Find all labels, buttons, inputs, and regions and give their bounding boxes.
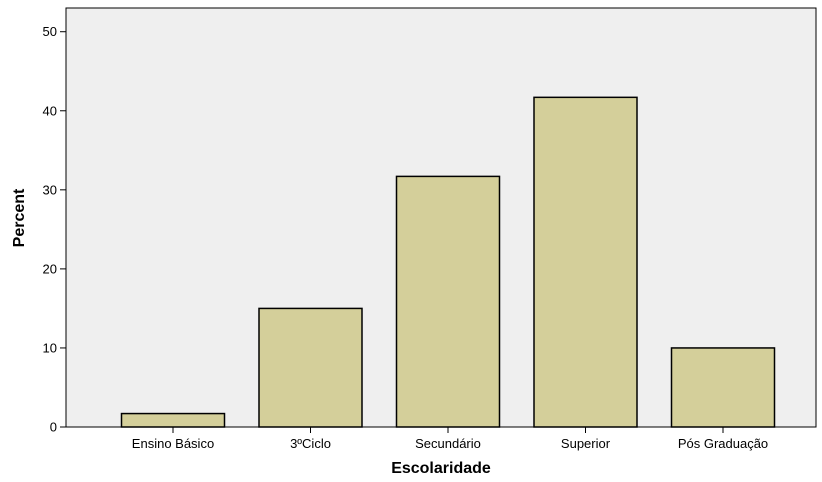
y-tick-label: 50 bbox=[43, 24, 57, 39]
y-tick-label: 0 bbox=[50, 420, 57, 435]
y-tick-label: 40 bbox=[43, 103, 57, 118]
y-tick-label: 30 bbox=[43, 182, 57, 197]
bar bbox=[670, 347, 776, 428]
bar bbox=[533, 96, 638, 428]
x-tick-label: 3ºCiclo bbox=[290, 436, 331, 451]
y-ticks-group: 0 10 20 30 40 50 bbox=[43, 24, 66, 435]
bar bbox=[395, 175, 501, 428]
x-ticks-group: Ensino Básico 3ºCiclo Secundário Superior Pó… bbox=[132, 427, 768, 451]
y-axis-title: Percent bbox=[11, 188, 28, 247]
x-tick-label: Superior bbox=[561, 436, 611, 451]
y-tick-label: 10 bbox=[43, 340, 57, 355]
y-tick-label: 20 bbox=[43, 261, 57, 276]
x-tick-label: Ensino Básico bbox=[132, 436, 214, 451]
x-tick-label: Secundário bbox=[415, 436, 481, 451]
x-tick-label: Pós Graduação bbox=[678, 436, 768, 451]
bar bbox=[258, 307, 363, 428]
bar bbox=[120, 412, 226, 428]
x-axis-title: Escolaridade bbox=[391, 460, 491, 477]
bars-group bbox=[120, 96, 776, 428]
